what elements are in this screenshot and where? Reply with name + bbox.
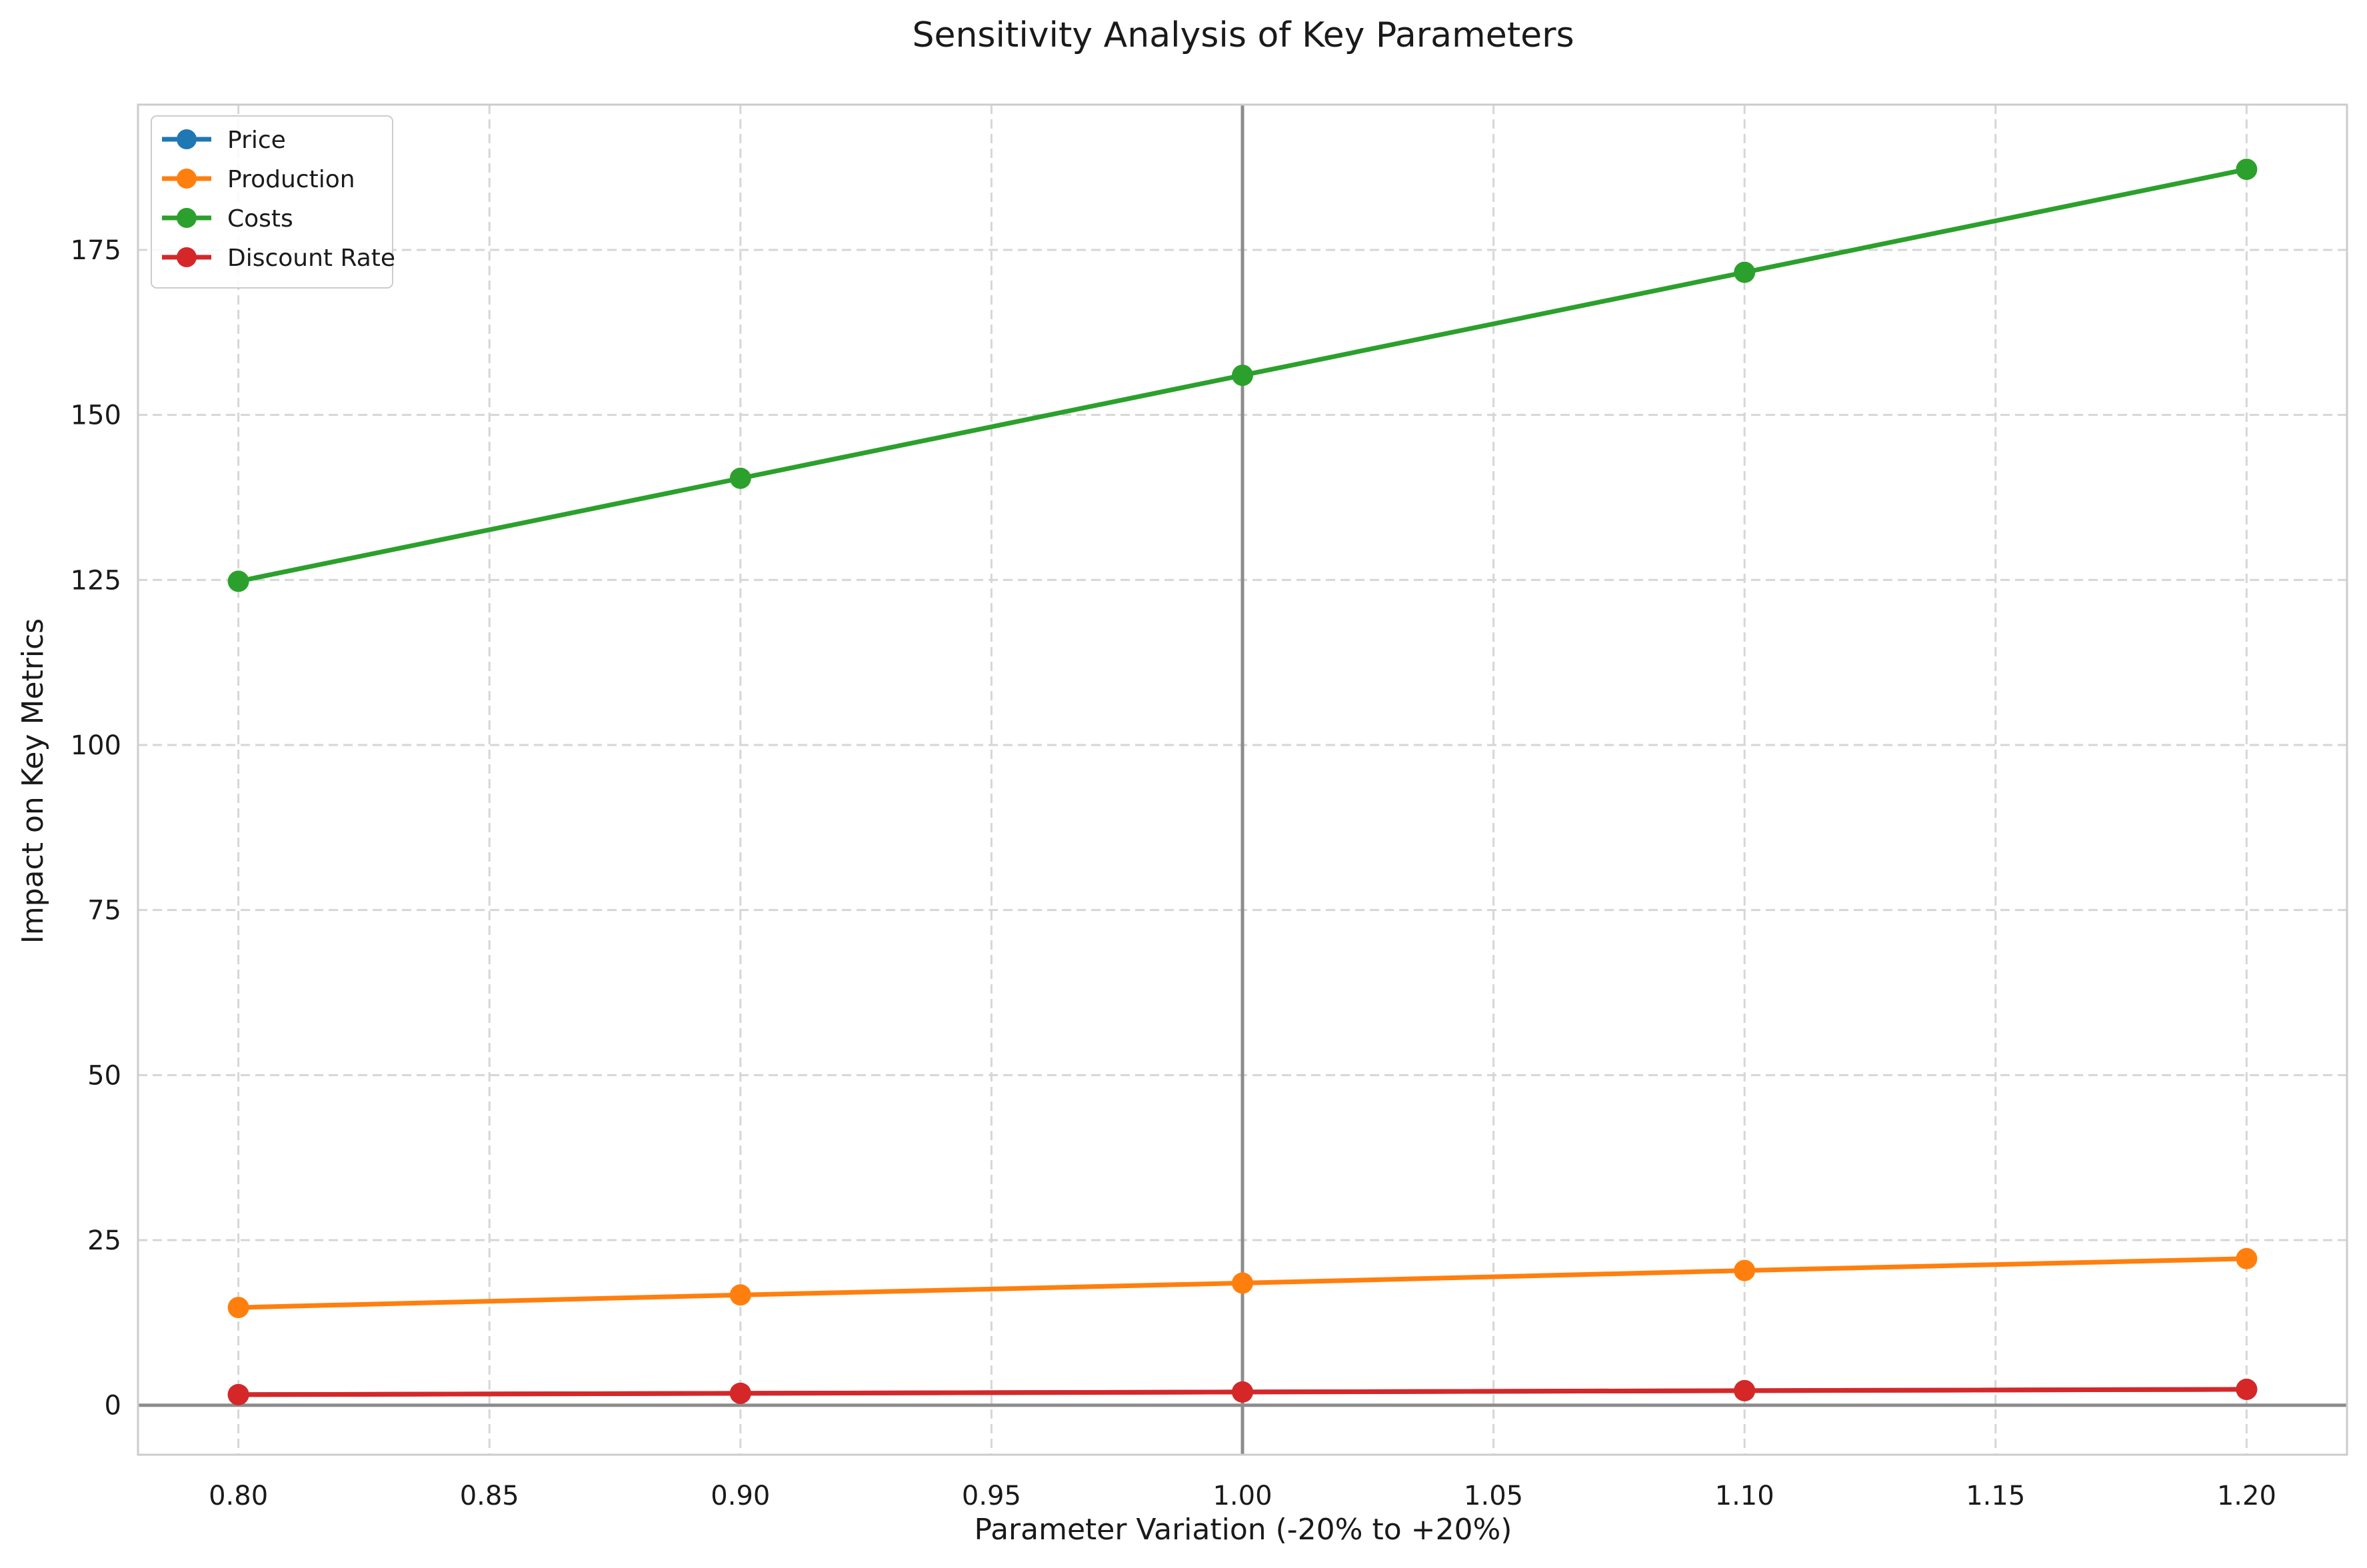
legend-marker [177, 208, 197, 228]
legend-label: Discount Rate [227, 245, 395, 272]
legend-label: Price [227, 127, 286, 154]
data-point-production [1734, 1259, 1756, 1281]
legend-marker [177, 169, 197, 189]
data-point-costs [2236, 159, 2258, 181]
data-point-discount-rate [2236, 1378, 2258, 1400]
x-tick-label: 0.90 [711, 1481, 770, 1511]
x-tick-label: 1.05 [1464, 1481, 1523, 1511]
y-tick-label: 100 [71, 730, 121, 761]
x-axis-ticks: 0.80 0.85 0.90 0.95 1.00 1.05 1.10 1.15 1.20 [209, 1481, 2276, 1511]
legend-item-price: Price [162, 127, 286, 154]
x-tick-label: 1.10 [1715, 1481, 1774, 1511]
data-point-production [227, 1297, 249, 1319]
data-point-costs [1232, 365, 1253, 387]
legend-marker [177, 247, 197, 267]
x-tick-label: 1.20 [2217, 1481, 2276, 1511]
y-tick-label: 25 [87, 1225, 121, 1256]
y-tick-label: 0 [105, 1391, 121, 1421]
legend-marker [177, 129, 197, 149]
data-point-production [1232, 1272, 1253, 1294]
reference-lines [138, 105, 2347, 1455]
y-tick-label: 125 [71, 565, 121, 596]
x-tick-label: 0.80 [209, 1481, 268, 1511]
data-point-costs [1734, 261, 1756, 283]
data-point-production [729, 1284, 751, 1306]
x-tick-label: 0.95 [962, 1481, 1021, 1511]
legend-item-costs: Costs [162, 205, 293, 233]
data-point-discount-rate [227, 1383, 249, 1405]
data-point-costs [227, 570, 249, 592]
data-point-discount-rate [729, 1382, 751, 1404]
chart-title: Sensitivity Analysis of Key Parameters [912, 15, 1574, 55]
y-tick-label: 75 [87, 896, 121, 926]
y-axis-label: Impact on Key Metrics [16, 618, 50, 944]
legend-label: Costs [227, 205, 293, 233]
series-costs [227, 159, 2258, 592]
x-tick-label: 1.15 [1966, 1481, 2025, 1511]
legend: Price Production Costs Discount Rate [151, 115, 395, 289]
data-point-costs [729, 467, 751, 489]
x-tick-label: 0.85 [460, 1481, 519, 1511]
x-tick-label: 1.00 [1212, 1481, 1272, 1511]
y-tick-label: 175 [71, 235, 121, 266]
plot-frame [137, 103, 2348, 1456]
y-tick-label: 150 [71, 400, 121, 431]
series-lines [227, 159, 2258, 1405]
y-tick-label: 50 [87, 1060, 121, 1091]
data-point-discount-rate [1734, 1379, 1756, 1401]
x-axis-label: Parameter Variation (-20% to +20%) [975, 1513, 1512, 1547]
series-production [227, 1247, 2258, 1319]
y-axis-ticks: 0 25 50 75 100 125 150 175 [71, 235, 121, 1421]
legend-label: Production [227, 166, 355, 193]
data-point-production [2236, 1247, 2258, 1269]
series-discount-rate [227, 1378, 2258, 1405]
legend-box [151, 115, 393, 289]
legend-item-production: Production [162, 166, 355, 193]
data-point-discount-rate [1232, 1381, 1253, 1403]
legend-item-discount-rate: Discount Rate [162, 245, 395, 272]
